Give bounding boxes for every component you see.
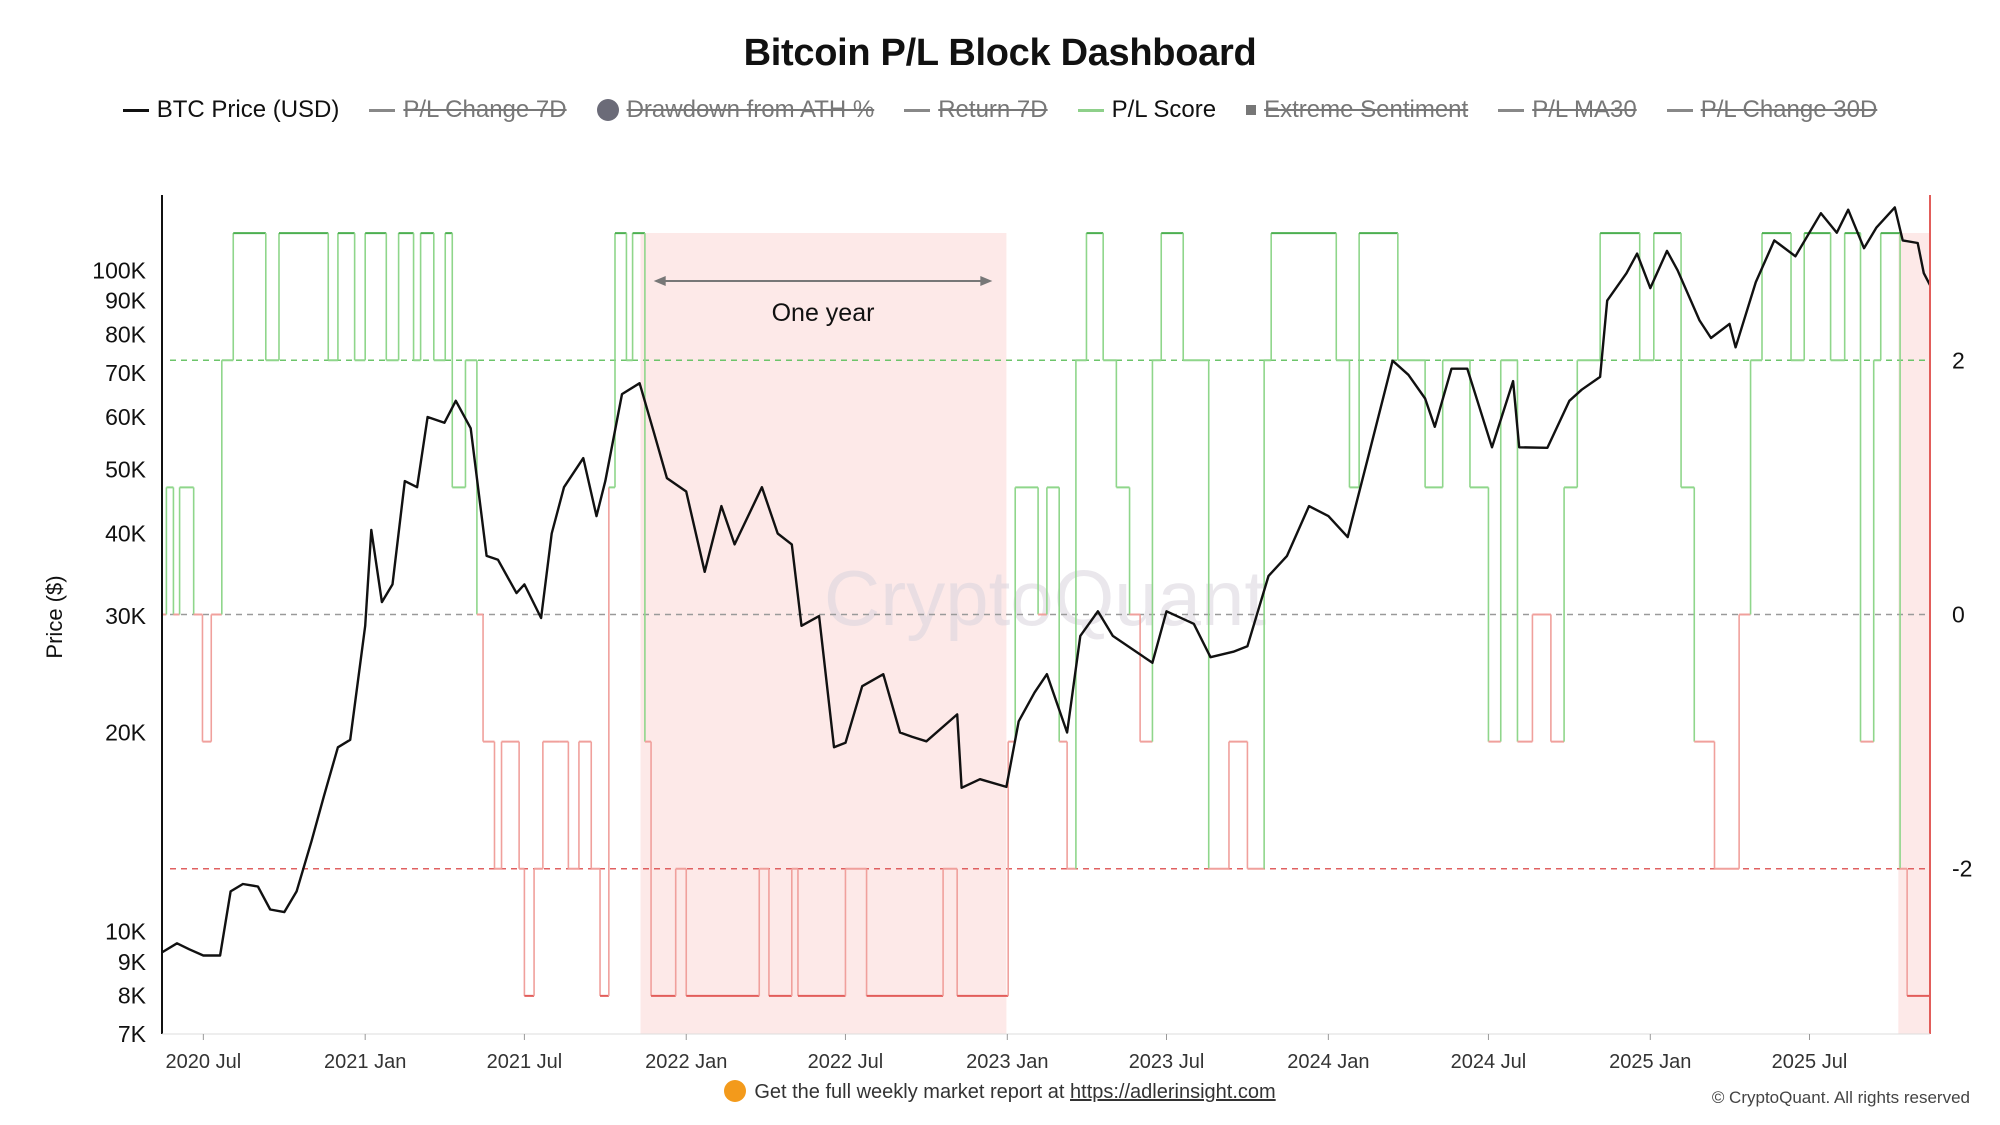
- shaded-region: [640, 233, 1007, 1034]
- legend: BTC Price (USD) P/L Change 7D Drawdown fro…: [0, 96, 2000, 124]
- legend-item[interactable]: P/L Score: [1077, 96, 1217, 124]
- footer-link[interactable]: https://adlerinsight.com: [1070, 1081, 1276, 1103]
- legend-label: P/L MA30: [1532, 96, 1637, 123]
- legend-marker-icon: [122, 108, 149, 112]
- y-tick-label: 9K: [118, 949, 147, 975]
- x-tick-label: 2024 Jan: [1287, 1051, 1369, 1073]
- legend-label: Drawdown from ATH %: [626, 96, 875, 123]
- x-tick-label: 2020 Jul: [166, 1051, 242, 1073]
- y-tick-label: 8K: [118, 983, 147, 1009]
- x-tick-label: 2023 Jul: [1129, 1051, 1205, 1073]
- chart-title: Bitcoin P/L Block Dashboard: [743, 32, 1257, 74]
- coin-icon: [724, 1080, 747, 1102]
- legend-marker-icon: [1498, 108, 1525, 112]
- legend-marker-icon: [1077, 108, 1104, 112]
- y2-tick-label: -2: [1952, 856, 1972, 882]
- legend-item[interactable]: Extreme Sentiment: [1246, 96, 1468, 124]
- x-tick-label: 2022 Jan: [645, 1051, 727, 1073]
- x-tick-label: 2024 Jul: [1451, 1051, 1527, 1073]
- legend-label: P/L Score: [1111, 96, 1217, 123]
- legend-item[interactable]: BTC Price (USD): [122, 96, 340, 124]
- footer: Get the full weekly market report at htt…: [0, 1080, 2000, 1104]
- y-tick-label: 60K: [105, 404, 147, 430]
- legend-item[interactable]: P/L MA30: [1498, 96, 1637, 124]
- legend-marker-icon: [1666, 108, 1693, 112]
- annotation: One year: [653, 276, 993, 327]
- x-tick-label: 2022 Jul: [808, 1051, 884, 1073]
- legend-marker-icon: [596, 99, 619, 121]
- legend-marker-icon: [1246, 105, 1257, 115]
- shaded-region: [1898, 233, 1930, 1034]
- y-tick-label: 100K: [92, 257, 146, 283]
- legend-label: Return 7D: [938, 96, 1048, 123]
- legend-label: BTC Price (USD): [156, 96, 340, 123]
- shaded-regions: [640, 233, 1930, 1034]
- y2-tick-label: 0: [1952, 602, 1965, 628]
- axes: 7K 8K 9K 10K 20K 30K 40K 50K 60K 70K 80K 90K 100K 2 0 -…: [92, 195, 1972, 1073]
- y-tick-label: 90K: [105, 288, 147, 314]
- btc-price-series: [161, 206, 1932, 957]
- legend-label: Extreme Sentiment: [1264, 96, 1469, 123]
- y-tick-label: 10K: [105, 919, 147, 945]
- y-tick-label: 20K: [105, 720, 147, 746]
- copyright: © CryptoQuant. All rights reserved: [1711, 1088, 1970, 1107]
- y-tick-label: 30K: [105, 603, 147, 629]
- x-tick-label: 2023 Jan: [966, 1051, 1048, 1073]
- x-tick-label: 2021 Jan: [324, 1051, 406, 1073]
- legend-item[interactable]: P/L Change 30D: [1666, 96, 1878, 124]
- legend-marker-icon: [904, 108, 931, 112]
- pl-score-series: [162, 232, 1930, 997]
- annotation-label: One year: [772, 299, 875, 327]
- y-tick-label: 80K: [105, 321, 147, 347]
- legend-label: P/L Change 7D: [403, 96, 567, 123]
- arrow-left-icon: [653, 276, 666, 286]
- y-axis-label: Price ($): [42, 575, 67, 658]
- legend-item[interactable]: P/L Change 7D: [369, 96, 567, 124]
- y-tick-label: 70K: [105, 360, 147, 386]
- legend-label: P/L Change 30D: [1700, 96, 1878, 123]
- y-tick-label: 7K: [118, 1021, 147, 1047]
- x-tick-label: 2025 Jan: [1609, 1051, 1691, 1073]
- watermark: CryptoQuant: [824, 554, 1267, 642]
- legend-marker-icon: [369, 108, 396, 112]
- y2-tick-label: 2: [1952, 347, 1965, 373]
- threshold-lines: [170, 359, 1930, 870]
- legend-item[interactable]: Return 7D: [904, 96, 1048, 124]
- footer-text: Get the full weekly market report at: [754, 1081, 1065, 1103]
- x-tick-label: 2025 Jul: [1772, 1051, 1848, 1073]
- y-tick-label: 40K: [105, 520, 147, 546]
- y-tick-label: 50K: [105, 456, 147, 482]
- legend-item[interactable]: Drawdown from ATH %: [596, 96, 875, 124]
- x-tick-label: 2021 Jul: [487, 1051, 563, 1073]
- arrow-right-icon: [980, 276, 993, 286]
- btc-price-line: [161, 206, 1932, 957]
